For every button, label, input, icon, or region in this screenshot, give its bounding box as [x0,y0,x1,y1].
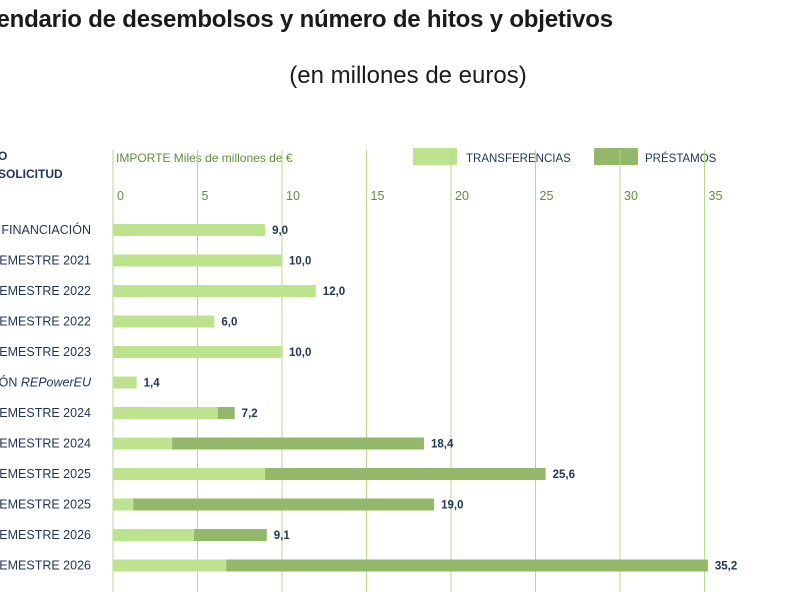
gridlines [112,150,705,592]
legend-label-prestamos: PRÉSTAMOS [645,152,717,165]
bar-prestamos [217,407,235,419]
bar-prestamos [265,468,546,480]
bar-prestamos [172,437,424,450]
x-tick-label: 20 [455,189,469,203]
axis-title: IMPORTE Miles de millones de € [116,151,293,165]
row-label: ÓN REPowerEU [0,375,92,390]
x-tick-label: 15 [371,189,385,203]
row-label: EMESTRE 2026 [0,528,91,542]
row-label: EMESTRE 2022 [0,315,91,329]
bar-prestamos [226,559,708,572]
value-label: 12,0 [323,286,345,298]
value-label: 35,2 [715,561,737,573]
row-label: EMESTRE 2025 [0,498,91,512]
bar-prestamos [194,529,267,541]
value-label: 1,4 [144,378,161,390]
bar-transferencias [113,468,266,480]
bar-transferencias [113,224,266,236]
x-tick-label: 35 [709,189,723,203]
value-label: 7,2 [242,408,258,420]
row-label: EMESTRE 2026 [0,559,91,573]
bar-transferencias [113,346,282,358]
row-label: EMESTRE 2024 [0,406,91,420]
row-label: EMESTRE 2021 [0,254,91,268]
x-tick-label: 30 [624,189,638,203]
value-label: 10,0 [289,347,311,359]
x-tick-label: 0 [117,189,124,203]
bar-transferencias [113,559,227,572]
column-title-line1: O [0,149,7,163]
value-label: 18,4 [431,439,454,451]
legend-swatch-prestamos [594,148,638,165]
page-title: lendario de desembolsos y número de hito… [0,6,613,33]
value-labels: 9,0 10,0 12,0 6,0 10,0 1,4 7,2 18,4 25,6 19,0 9,1 3… [144,225,738,573]
value-label: 9,0 [272,225,288,237]
bar-transferencias [113,285,316,297]
value-label: 25,6 [553,469,575,481]
row-label: EMESTRE 2022 [0,284,91,298]
x-tick-label: 10 [286,189,300,203]
bar-transferencias [113,498,134,511]
value-label: 10,0 [289,256,311,268]
bar-transferencias [113,254,282,267]
value-label: 19,0 [441,500,463,512]
row-label: EMESTRE 2023 [0,345,91,359]
bar-transferencias [113,376,137,389]
row-label: FINANCIACIÓN [1,222,91,237]
bar-transferencias [113,529,195,541]
row-label: EMESTRE 2024 [0,437,91,451]
column-title-line2: SOLICITUD [0,167,63,181]
bar-prestamos [133,498,435,511]
value-label: 6,0 [221,317,237,329]
x-tick-label: 5 [202,189,209,203]
page-subtitle: (en millones de euros) [289,62,527,89]
row-labels: FINANCIACIÓN EMESTRE 2021 EMESTRE 2022 EMES… [0,222,92,573]
legend-swatch-transferencias [413,148,457,165]
x-tick-label: 25 [540,189,554,203]
bar-transferencias [113,437,173,450]
x-axis-ticks: 0 5 10 15 20 25 30 35 [117,189,722,203]
row-label: EMESTRE 2025 [0,467,91,481]
bar-transferencias [113,407,218,419]
bar-transferencias [113,315,215,328]
value-label: 9,1 [274,530,291,542]
legend-label-transferencias: TRANSFERENCIAS [466,153,571,165]
bars [113,224,708,572]
